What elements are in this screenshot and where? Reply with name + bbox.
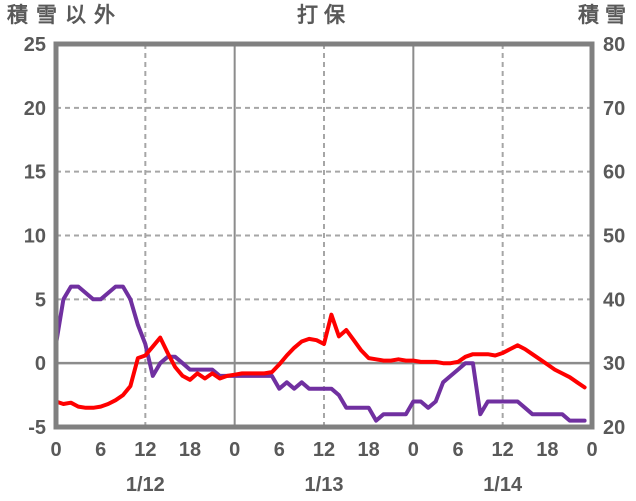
- date-label: 1/12: [126, 474, 165, 496]
- y-right-tick-label: 70: [603, 98, 625, 120]
- y-left-tick-label: 0: [35, 353, 46, 375]
- series-line-purple: [54, 284, 587, 423]
- y-left-tick-label: 15: [24, 162, 46, 184]
- x-tick-label: 12: [134, 439, 156, 461]
- y-left-tick-label: 10: [24, 226, 46, 248]
- x-tick-label: 6: [274, 439, 285, 461]
- y-right-tick-label: 50: [603, 226, 625, 248]
- x-tick-label: 12: [313, 439, 335, 461]
- x-tick-label: 18: [536, 439, 558, 461]
- y-right-tick-label: 80: [603, 34, 625, 56]
- x-tick-label: 0: [229, 439, 240, 461]
- x-tick-label: 6: [452, 439, 463, 461]
- y-right-tick-label: 20: [603, 417, 625, 439]
- left-axis-title: 積雪以外: [7, 4, 123, 27]
- date-label: 1/13: [305, 474, 344, 496]
- series-line-red: [54, 312, 587, 410]
- x-tick-label: 0: [50, 439, 61, 461]
- x-tick-label: 6: [95, 439, 106, 461]
- y-left-tick-label: 25: [24, 34, 46, 56]
- right-axis-title: 積雪: [578, 4, 632, 27]
- x-tick-label: 0: [408, 439, 419, 461]
- x-tick-label: 18: [358, 439, 380, 461]
- y-left-tick-label: 5: [35, 289, 46, 311]
- y-right-tick-label: 60: [603, 162, 625, 184]
- y-left-tick-label: 20: [24, 98, 46, 120]
- x-tick-label: 18: [179, 439, 201, 461]
- y-right-tick-label: 40: [603, 289, 625, 311]
- date-label: 1/14: [483, 474, 523, 496]
- chart-title: 打保: [297, 4, 351, 27]
- y-right-tick-label: 30: [603, 353, 625, 375]
- x-tick-label: 0: [586, 439, 597, 461]
- plot-border: [53, 41, 595, 430]
- y-left-tick-label: -5: [28, 417, 46, 439]
- x-tick-label: 12: [492, 439, 514, 461]
